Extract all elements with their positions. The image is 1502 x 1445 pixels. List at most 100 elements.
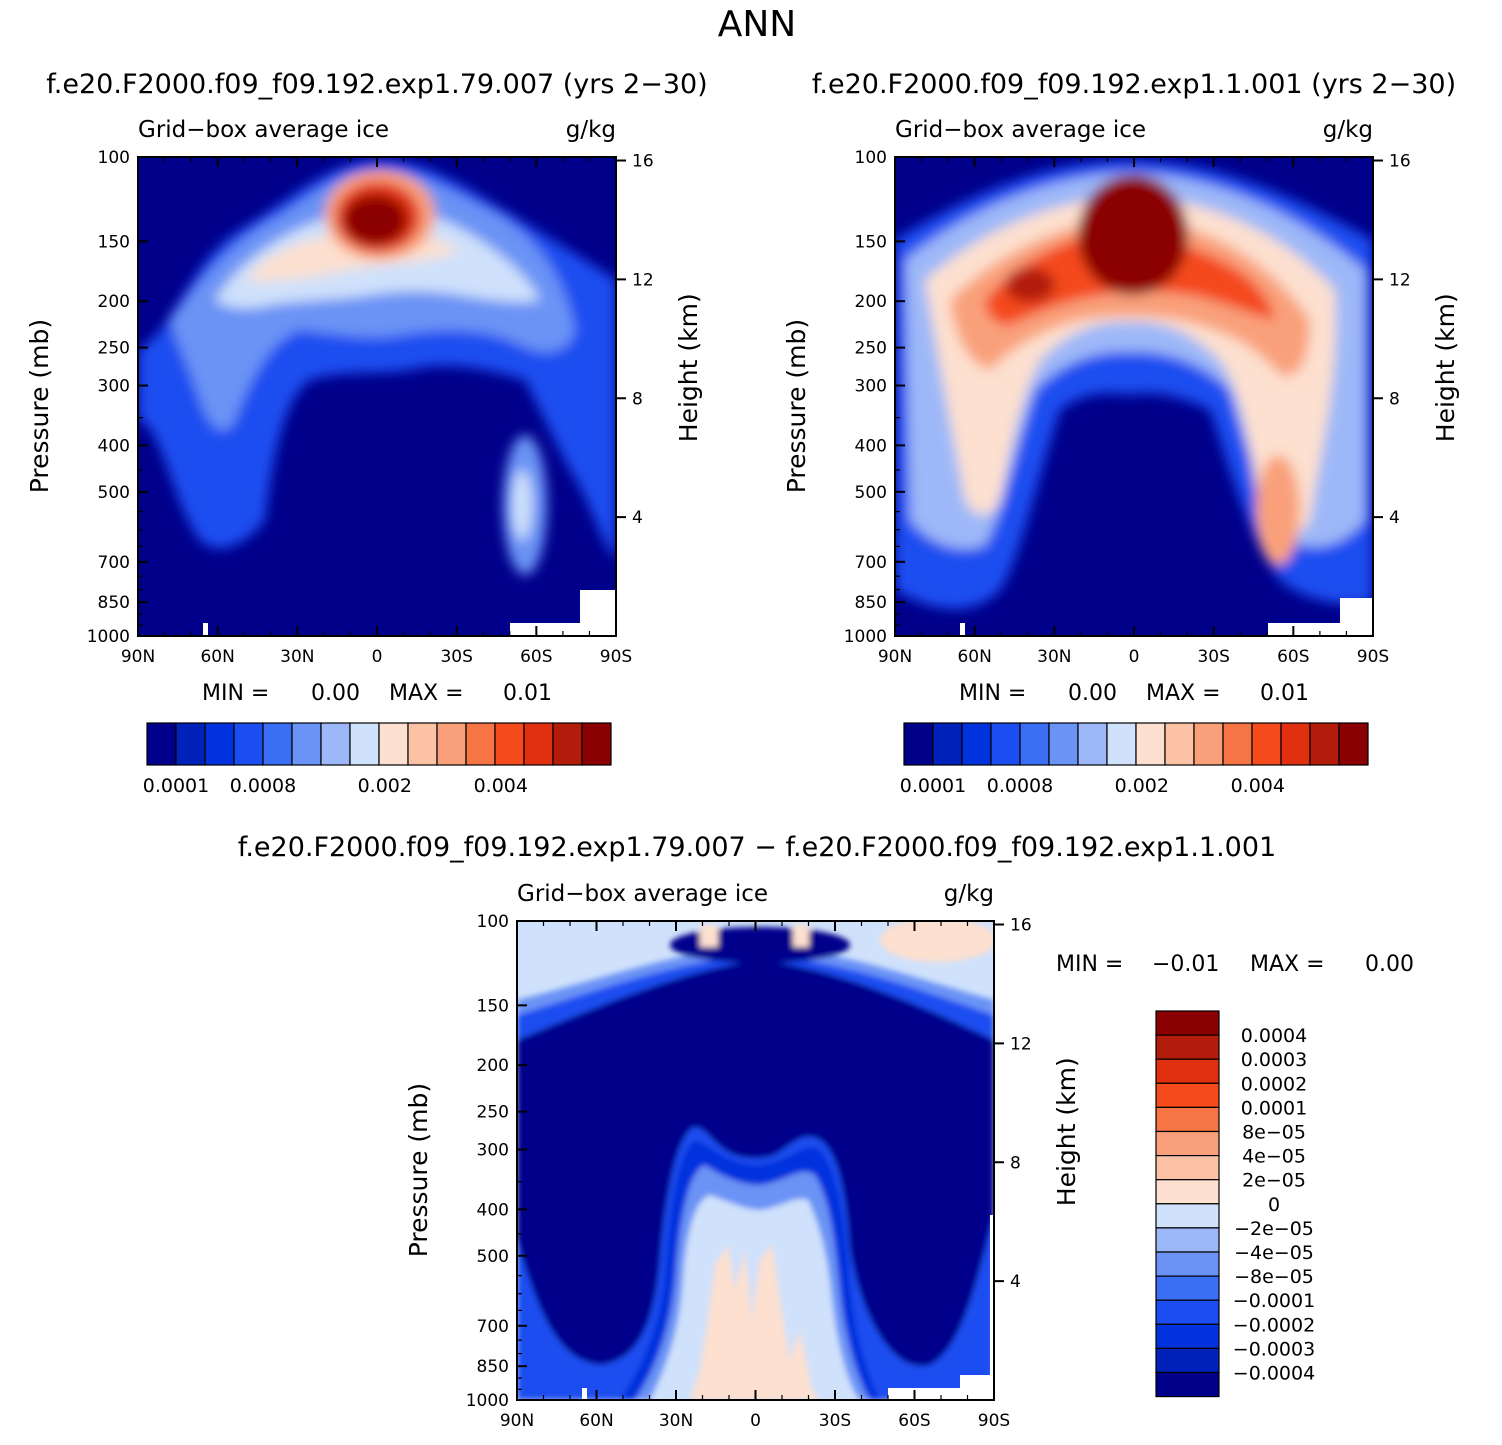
missing-data [203, 623, 208, 636]
colorbar-label: 0.0001 [1241, 1097, 1307, 1119]
y2-tick-label: 12 [1010, 1034, 1032, 1054]
colorbar-box [1135, 722, 1166, 766]
axes: 100 150 200 250 300 400 500 700 850 1000 16 12 8 4 90N… [782, 148, 1460, 667]
x-tick-label: 60S [1277, 647, 1309, 667]
y-tick-label: 100 [98, 148, 130, 168]
colorbar: 0.0001 0.0008 0.002 0.004 [900, 722, 1369, 797]
min-label: MIN = [202, 681, 269, 706]
min-value: −0.01 [1152, 952, 1219, 977]
colorbar-box [1155, 1010, 1220, 1036]
y-tick-label: 850 [855, 593, 887, 613]
colorbar-box [1048, 722, 1079, 766]
colorbar-box [436, 722, 467, 766]
y2-tick-label: 4 [1389, 508, 1400, 528]
y2-tick-label: 12 [632, 270, 654, 290]
missing-data [582, 1388, 587, 1400]
colorbar-box [1077, 722, 1108, 766]
colorbar-label: −4e−05 [1234, 1242, 1314, 1264]
x-tick-label: 90S [600, 647, 632, 667]
min-value: 0.00 [1068, 681, 1117, 706]
colorbar-box [1338, 722, 1369, 766]
y-tick-label: 150 [98, 232, 130, 252]
contour-level-10b [1256, 455, 1300, 565]
y-tick-label: 250 [477, 1103, 509, 1123]
colorbar-box [1019, 722, 1050, 766]
contour-level-0 [517, 960, 994, 1367]
x-tick-label: 60S [520, 647, 552, 667]
x-tick-label: 60S [898, 1411, 930, 1431]
contour-level-15 [1078, 175, 1188, 295]
colorbar-label: 0.0001 [143, 775, 209, 797]
min-label: MIN = [959, 681, 1026, 706]
y2-axis-title: Height (km) [1431, 293, 1460, 442]
y-tick-label: 100 [477, 912, 509, 932]
colorbar-box [1193, 722, 1224, 766]
max-label: MAX = [1146, 681, 1221, 706]
axes: 100 150 200 250 300 400 500 700 850 1000 16 12 8 4 90N… [404, 912, 1081, 1431]
colorbar-label: 0 [1268, 1194, 1280, 1216]
colorbar-box [1155, 1299, 1220, 1325]
colorbar-box [233, 722, 264, 766]
x-tick-label: 30S [819, 1411, 851, 1431]
colorbar-box [990, 722, 1021, 766]
y2-tick-label: 8 [1010, 1153, 1021, 1173]
panel-top-left: f.e20.F2000.f09_f09.192.exp1.79.007 (yrs… [25, 69, 708, 797]
colorbar-box [494, 722, 525, 766]
colorbar-label: 0.0008 [230, 775, 296, 797]
colorbar-box [1222, 722, 1253, 766]
colorbar-box [1280, 722, 1311, 766]
y2-axis-title: Height (km) [674, 293, 703, 442]
y-tick-label: 200 [477, 1056, 509, 1076]
y2-tick-label: 8 [1389, 389, 1400, 409]
y-tick-label: 700 [477, 1317, 509, 1337]
colorbar-label: 0.0003 [1241, 1049, 1307, 1071]
colorbar-box [1155, 1347, 1220, 1374]
x-tick-label: 30N [659, 1411, 693, 1431]
colorbar-box [320, 722, 351, 766]
left-label: Grid−box average ice [517, 881, 768, 907]
colorbar-box [1155, 1203, 1220, 1229]
contour-level-8d [793, 925, 809, 947]
min-label: MIN = [1056, 952, 1123, 977]
x-tick-label: 30S [1197, 647, 1229, 667]
y-tick-label: 400 [855, 436, 887, 456]
x-tick-label: 60N [957, 647, 991, 667]
y2-tick-label: 8 [632, 389, 643, 409]
panel-difference: f.e20.F2000.f09_f09.192.exp1.79.007 − f.… [238, 832, 1414, 1431]
colorbar-box [175, 722, 206, 766]
colorbar-box [1155, 1323, 1220, 1350]
colorbar-box [407, 722, 438, 766]
colorbar-label: 8e−05 [1242, 1122, 1306, 1144]
colorbar: 0.0001 0.0008 0.002 0.004 [143, 722, 612, 797]
y-tick-label: 500 [477, 1247, 509, 1267]
colorbar-label: −0.0002 [1233, 1314, 1315, 1336]
left-label: Grid−box average ice [895, 117, 1146, 143]
y-tick-label: 300 [855, 377, 887, 397]
y2-tick-label: 16 [1010, 916, 1032, 936]
colorbar-box [1251, 722, 1282, 766]
left-label: Grid−box average ice [138, 117, 389, 143]
x-tick-label: 30N [280, 647, 314, 667]
colorbar-box [961, 722, 992, 766]
difference-title: f.e20.F2000.f09_f09.192.exp1.79.007 − f.… [238, 832, 1276, 863]
missing-data [960, 1375, 994, 1400]
colorbar-label: −8e−05 [1234, 1266, 1314, 1288]
contour-level-8 [690, 1245, 820, 1400]
contour-field [895, 157, 1373, 636]
y-tick-label: 700 [855, 553, 887, 573]
colorbar-box [465, 722, 496, 766]
y2-tick-label: 4 [632, 508, 643, 528]
axes: 100 150 200 250 300 400 500 700 850 1000 16 12 8 4 90N… [25, 148, 703, 667]
colorbar-box [1155, 1034, 1220, 1060]
max-value: 0.00 [1365, 952, 1414, 977]
contour-level-7b [512, 470, 532, 540]
y-axis-title: Pressure (mb) [782, 319, 811, 493]
colorbar-label: 0.004 [1231, 775, 1285, 797]
colorbar-box [262, 722, 293, 766]
y-tick-label: 850 [98, 593, 130, 613]
colorbar-label: 0.004 [474, 775, 528, 797]
colorbar-box [1155, 1106, 1220, 1133]
min-value: 0.00 [311, 681, 360, 706]
y-tick-label: 500 [855, 483, 887, 503]
